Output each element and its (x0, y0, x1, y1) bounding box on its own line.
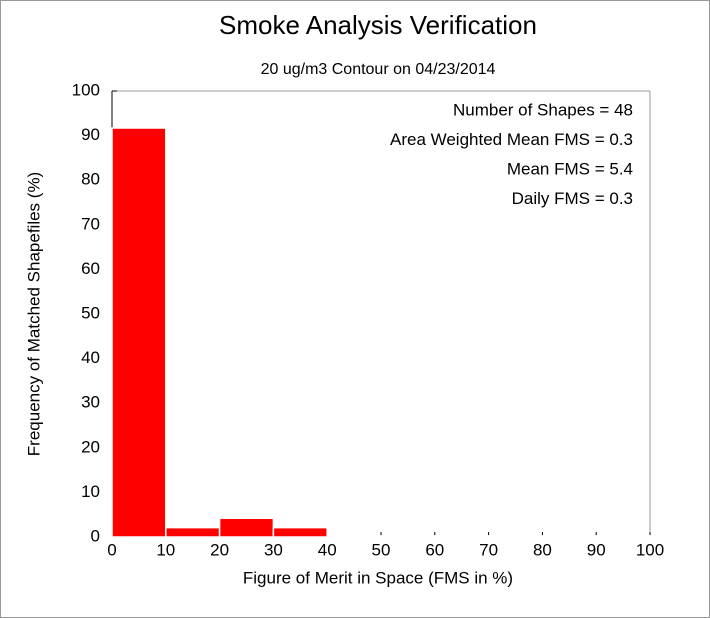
chart-subtitle: 20 ug/m3 Contour on 04/23/2014 (261, 61, 496, 78)
y-tick-label: 90 (81, 125, 100, 144)
x-tick-label: 100 (636, 540, 664, 559)
annotation: Daily FMS = 0.3 (512, 189, 633, 208)
y-tick-label: 20 (81, 437, 100, 456)
bar (272, 526, 328, 538)
x-tick-label: 60 (425, 540, 444, 559)
x-tick-label: 10 (156, 540, 175, 559)
x-tick-label: 50 (372, 540, 391, 559)
y-tick-label: 0 (91, 526, 100, 545)
annotation: Mean FMS = 5.4 (507, 159, 633, 178)
y-tick-label: 80 (81, 170, 100, 189)
x-tick-label: 70 (479, 540, 498, 559)
y-axis-label: Frequency of Matched Shapefiles (%) (24, 172, 43, 456)
x-tick-label: 40 (318, 540, 337, 559)
chart-title: Smoke Analysis Verification (219, 10, 537, 40)
y-tick-label: 40 (81, 348, 100, 367)
y-tick-label: 30 (81, 393, 100, 412)
y-tick-label: 70 (81, 214, 100, 233)
bar (326, 535, 382, 539)
bar (380, 535, 436, 539)
bar (165, 526, 221, 538)
bar (487, 535, 544, 539)
bar (541, 535, 597, 539)
x-tick-label: 20 (210, 540, 229, 559)
bar (649, 535, 705, 539)
annotation: Number of Shapes = 48 (453, 100, 633, 119)
bar (218, 517, 275, 538)
y-tick-label: 50 (81, 303, 100, 322)
bar (434, 535, 490, 539)
x-tick-label: 80 (533, 540, 552, 559)
x-tick-label: 0 (107, 540, 116, 559)
x-axis-label: Figure of Merit in Space (FMS in %) (243, 568, 513, 587)
y-tick-label: 10 (81, 482, 100, 501)
y-tick-label: 60 (81, 259, 100, 278)
y-tick-label: 100 (72, 80, 100, 99)
x-tick-label: 30 (264, 540, 283, 559)
annotation: Area Weighted Mean FMS = 0.3 (390, 130, 633, 149)
bar (111, 127, 167, 538)
bar (595, 535, 651, 539)
x-tick-label: 90 (587, 540, 606, 559)
